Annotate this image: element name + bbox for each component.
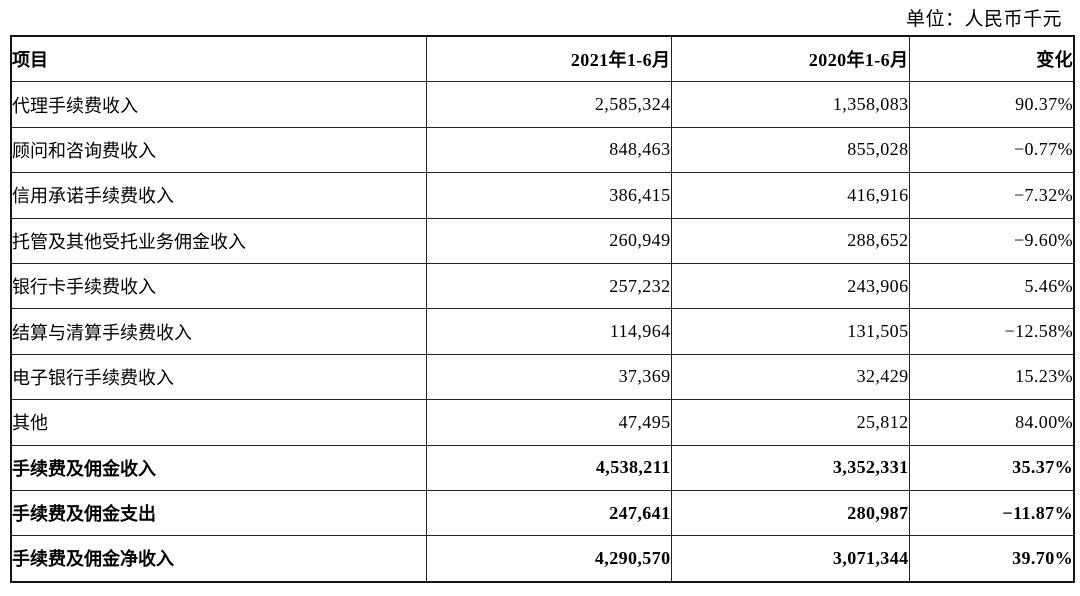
header-period-2021: 2021年1-6月 (425, 35, 672, 83)
cell-value-2020: 1,358,083 (670, 81, 910, 128)
table-row: 托管及其他受托业务佣金收入 260,949 288,652 −9.60% (10, 217, 1075, 264)
cell-change: 15.23% (908, 353, 1075, 401)
cell-item: 托管及其他受托业务佣金收入 (10, 217, 427, 264)
cell-value-2020: 25,812 (670, 399, 910, 446)
table-body: 代理手续费收入 2,585,324 1,358,083 90.37% 顾问和咨询费收入 8… (10, 81, 1075, 583)
cell-value-2021: 848,463 (425, 126, 672, 174)
cell-value-2021: 247,641 (425, 489, 672, 537)
cell-value-2020: 855,028 (670, 126, 910, 174)
header-change: 变化 (908, 35, 1075, 83)
unit-label: 单位：人民币千元 (905, 9, 1062, 30)
table-header: 项目 2021年1-6月 2020年1-6月 变化 (10, 35, 1075, 83)
table-row: 其他 47,495 25,812 84.00% (10, 399, 1075, 446)
cell-value-2021: 47,495 (425, 399, 672, 446)
table-row: 手续费及佣金净收入 4,290,570 3,071,344 39.70% (10, 535, 1075, 583)
cell-value-2020: 280,987 (670, 489, 910, 537)
cell-value-2020: 3,071,344 (670, 535, 910, 583)
cell-item: 手续费及佣金收入 (10, 444, 427, 491)
table-row: 银行卡手续费收入 257,232 243,906 5.46% (10, 262, 1075, 310)
cell-value-2021: 2,585,324 (425, 81, 672, 128)
table-row: 信用承诺手续费收入 386,415 416,916 −7.32% (10, 172, 1075, 219)
cell-item: 银行卡手续费收入 (10, 262, 427, 310)
table-row: 代理手续费收入 2,585,324 1,358,083 90.37% (10, 81, 1075, 128)
cell-item: 其他 (10, 399, 427, 446)
cell-value-2020: 243,906 (670, 262, 910, 310)
cell-change: −11.87% (908, 489, 1075, 537)
table-row: 结算与清算手续费收入 114,964 131,505 −12.58% (10, 308, 1075, 355)
header-row: 项目 2021年1-6月 2020年1-6月 变化 (10, 35, 1075, 83)
cell-item: 手续费及佣金净收入 (10, 535, 427, 583)
cell-item: 电子银行手续费收入 (10, 353, 427, 401)
cell-change: 90.37% (908, 81, 1075, 128)
fee-commission-table: 项目 2021年1-6月 2020年1-6月 变化 代理手续费收入 2,585,3… (10, 35, 1075, 583)
table-row: 顾问和咨询费收入 848,463 855,028 −0.77% (10, 126, 1075, 174)
table-row: 手续费及佣金收入 4,538,211 3,352,331 35.37% (10, 444, 1075, 491)
cell-value-2020: 32,429 (670, 353, 910, 401)
cell-value-2021: 37,369 (425, 353, 672, 401)
cell-change: 5.46% (908, 262, 1075, 310)
cell-value-2020: 288,652 (670, 217, 910, 264)
cell-change: −12.58% (908, 308, 1075, 355)
cell-item: 结算与清算手续费收入 (10, 308, 427, 355)
header-item: 项目 (10, 35, 427, 83)
cell-value-2020: 3,352,331 (670, 444, 910, 491)
cell-change: 84.00% (908, 399, 1075, 446)
cell-change: 39.70% (908, 535, 1075, 583)
cell-value-2021: 260,949 (425, 217, 672, 264)
cell-item: 手续费及佣金支出 (10, 489, 427, 537)
cell-value-2021: 4,290,570 (425, 535, 672, 583)
cell-value-2020: 131,505 (670, 308, 910, 355)
cell-value-2020: 416,916 (670, 172, 910, 219)
cell-change: −0.77% (908, 126, 1075, 174)
cell-change: −9.60% (908, 217, 1075, 264)
table-row: 手续费及佣金支出 247,641 280,987 −11.87% (10, 489, 1075, 537)
cell-change: 35.37% (908, 444, 1075, 491)
table-row: 电子银行手续费收入 37,369 32,429 15.23% (10, 353, 1075, 401)
cell-value-2021: 257,232 (425, 262, 672, 310)
cell-item: 代理手续费收入 (10, 81, 427, 128)
cell-value-2021: 4,538,211 (425, 444, 672, 491)
cell-value-2021: 386,415 (425, 172, 672, 219)
header-period-2020: 2020年1-6月 (670, 35, 910, 83)
cell-item: 顾问和咨询费收入 (10, 126, 427, 174)
cell-item: 信用承诺手续费收入 (10, 172, 427, 219)
cell-value-2021: 114,964 (425, 308, 672, 355)
cell-change: −7.32% (908, 172, 1075, 219)
